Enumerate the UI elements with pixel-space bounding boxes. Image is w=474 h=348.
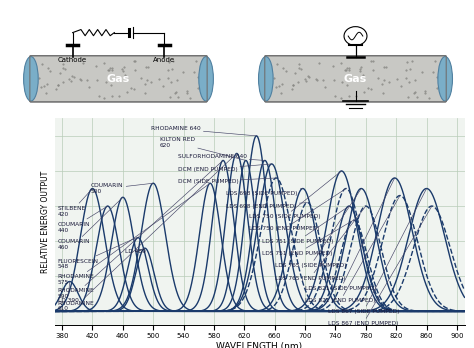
Text: SULFORHODAMINE 640: SULFORHODAMINE 640 — [177, 155, 265, 160]
Text: RHODAMINE 640: RHODAMINE 640 — [151, 126, 256, 136]
Text: STILBENE
420: STILBENE 420 — [57, 189, 92, 217]
Text: LDS 867 (SIDE PUMPED): LDS 867 (SIDE PUMPED) — [328, 189, 427, 314]
Text: LDS 821 (SIDE PUMPED): LDS 821 (SIDE PUMPED) — [305, 178, 395, 291]
Text: LDS 765 (SIDE PUMPED): LDS 765 (SIDE PUMPED) — [275, 189, 361, 268]
Text: DCM (END PUMPED): DCM (END PUMPED) — [177, 164, 272, 172]
Text: LDS 765 (END PUMPED): LDS 765 (END PUMPED) — [275, 206, 366, 280]
Text: LD 390: LD 390 — [57, 282, 78, 303]
Text: LD 489: LD 489 — [125, 248, 146, 254]
Text: LDS 751 (SIDE PUMPED): LDS 751 (SIDE PUMPED) — [262, 206, 349, 244]
Text: LDS 750 (END PUMPED): LDS 750 (END PUMPED) — [249, 189, 346, 231]
Text: RHODAMINE
610: RHODAMINE 610 — [57, 153, 237, 311]
Ellipse shape — [438, 57, 453, 101]
Text: LDS 750 (SIDE PUMPED): LDS 750 (SIDE PUMPED) — [249, 171, 341, 219]
Text: LDS 698 (SIDE PUMPED): LDS 698 (SIDE PUMPED) — [226, 189, 303, 196]
Text: COUMARIN
440: COUMARIN 440 — [57, 206, 108, 232]
Text: Anode: Anode — [153, 57, 175, 63]
Text: COUMARIN
460: COUMARIN 460 — [57, 197, 123, 250]
Text: KILTON RED
620: KILTON RED 620 — [160, 137, 246, 160]
Ellipse shape — [199, 57, 213, 101]
Y-axis label: RELATIVE ENERGY OUTPUT: RELATIVE ENERGY OUTPUT — [41, 171, 50, 273]
Text: LDS 751 (END PUMPED): LDS 751 (END PUMPED) — [262, 220, 354, 256]
Text: DCM (SIDE PUMPED): DCM (SIDE PUMPED) — [177, 178, 276, 184]
FancyBboxPatch shape — [265, 56, 446, 102]
FancyBboxPatch shape — [30, 56, 207, 102]
Ellipse shape — [258, 57, 273, 101]
Text: LDS 867 (END PUMPED): LDS 867 (END PUMPED) — [328, 206, 432, 326]
Text: Cathode: Cathode — [58, 57, 87, 63]
Text: Gas: Gas — [107, 74, 130, 84]
Ellipse shape — [24, 57, 38, 101]
Text: RHODAMINE
590: RHODAMINE 590 — [57, 160, 223, 299]
Text: COUMARIN
500: COUMARIN 500 — [91, 183, 153, 194]
Text: Gas: Gas — [344, 74, 367, 84]
Text: LDS 821 (END PUMPED): LDS 821 (END PUMPED) — [305, 196, 400, 303]
Text: LDS 698 (END PUMPED): LDS 698 (END PUMPED) — [226, 203, 307, 208]
Text: FLUORESCEIN
548: FLUORESCEIN 548 — [57, 238, 137, 269]
X-axis label: WAVELENGTH (nm): WAVELENGTH (nm) — [217, 342, 302, 348]
Text: RHODAMINE
575: RHODAMINE 575 — [57, 183, 210, 285]
